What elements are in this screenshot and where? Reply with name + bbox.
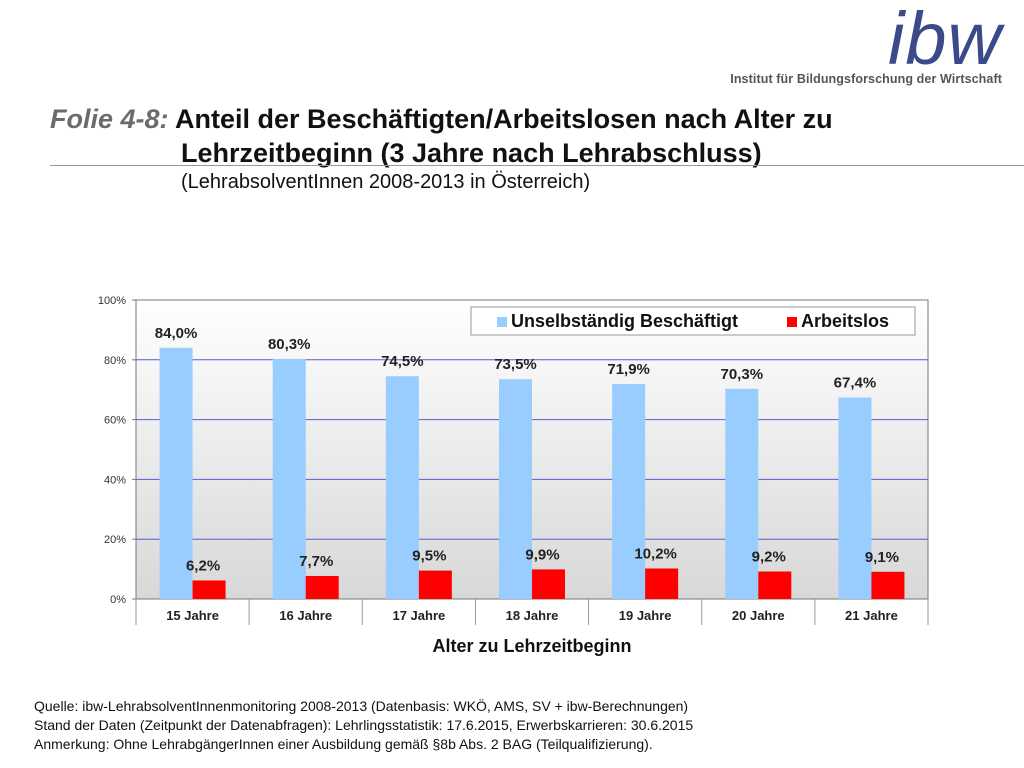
data-label-beschaeftigt: 67,4% bbox=[834, 374, 877, 391]
y-tick-label: 60% bbox=[104, 415, 126, 427]
legend-swatch-beschaeftigt bbox=[497, 317, 507, 327]
logo-subtitle: Institut für Bildungsforschung der Wirts… bbox=[730, 72, 1002, 86]
data-label-beschaeftigt: 80,3% bbox=[268, 336, 311, 353]
bar-beschaeftigt bbox=[272, 358, 306, 599]
y-tick-label: 100% bbox=[98, 295, 126, 307]
legend-label-arbeitslos: Arbeitslos bbox=[801, 311, 889, 331]
y-tick-label: 80% bbox=[104, 355, 126, 367]
bar-beschaeftigt bbox=[725, 388, 759, 599]
title-divider bbox=[50, 165, 1024, 166]
title-line-2: Lehrzeitbeginn (3 Jahre nach Lehrabschlu… bbox=[181, 138, 762, 168]
bar-arbeitslos bbox=[645, 568, 679, 599]
data-label-beschaeftigt: 70,3% bbox=[721, 366, 764, 383]
x-tick-label: 20 Jahre bbox=[732, 608, 785, 623]
data-date-line: Stand der Daten (Zeitpunkt der Datenabfr… bbox=[34, 717, 694, 733]
bar-arbeitslos bbox=[305, 575, 339, 599]
bar-arbeitslos bbox=[418, 570, 452, 599]
bar-beschaeftigt bbox=[499, 379, 532, 599]
bar-arbeitslos bbox=[758, 571, 792, 599]
data-label-arbeitslos: 9,5% bbox=[412, 548, 446, 565]
title-line-1: Anteil der Beschäftigten/Arbeitslosen na… bbox=[175, 104, 833, 134]
legend-label-beschaeftigt: Unselbständig Beschäftigt bbox=[511, 311, 738, 331]
logo-wordmark: ibw bbox=[887, 0, 1002, 80]
data-label-arbeitslos: 10,2% bbox=[634, 546, 677, 563]
data-label-beschaeftigt: 84,0% bbox=[155, 325, 198, 342]
source-line: Quelle: ibw-LehrabsolventInnenmonitoring… bbox=[34, 698, 689, 714]
legend-box bbox=[470, 306, 916, 336]
source-notes: Quelle: ibw-LehrabsolventInnenmonitoring… bbox=[34, 697, 693, 754]
data-label-beschaeftigt: 73,5% bbox=[494, 356, 537, 373]
data-label-beschaeftigt: 71,9% bbox=[607, 361, 650, 378]
bar-arbeitslos bbox=[871, 571, 905, 599]
data-label-arbeitslos: 9,9% bbox=[525, 546, 559, 563]
x-axis-title: Alter zu Lehrzeitbeginn bbox=[432, 636, 631, 656]
x-tick-label: 19 Jahre bbox=[619, 608, 672, 623]
title-prefix: Folie 4-8: bbox=[50, 104, 169, 134]
data-label-arbeitslos: 9,1% bbox=[865, 549, 899, 566]
y-tick-label: 40% bbox=[104, 474, 126, 486]
data-label-beschaeftigt: 74,5% bbox=[381, 353, 424, 370]
slide-title: Folie 4-8: Anteil der Beschäftigten/Arbe… bbox=[50, 102, 1000, 170]
bar-beschaeftigt bbox=[159, 347, 193, 599]
y-tick-label: 20% bbox=[104, 534, 126, 546]
slide-subtitle: (LehrabsolventInnen 2008-2013 in Österre… bbox=[181, 171, 591, 193]
data-label-arbeitslos: 9,2% bbox=[752, 548, 786, 565]
x-tick-label: 15 Jahre bbox=[166, 608, 219, 623]
bar-beschaeftigt bbox=[838, 397, 872, 599]
bar-beschaeftigt bbox=[612, 384, 646, 599]
remark-line: Anmerkung: Ohne LehrabgängerInnen einer … bbox=[34, 736, 653, 752]
bar-arbeitslos bbox=[192, 580, 226, 599]
x-tick-label: 21 Jahre bbox=[845, 608, 898, 623]
bar-arbeitslos bbox=[532, 569, 565, 599]
legend-swatch-arbeitslos bbox=[787, 317, 797, 327]
x-tick-label: 16 Jahre bbox=[279, 608, 332, 623]
x-tick-label: 18 Jahre bbox=[506, 608, 559, 623]
x-tick-label: 17 Jahre bbox=[392, 608, 445, 623]
data-label-arbeitslos: 7,7% bbox=[299, 553, 333, 570]
y-tick-label: 0% bbox=[110, 594, 126, 606]
data-label-arbeitslos: 6,2% bbox=[186, 557, 220, 574]
bar-beschaeftigt bbox=[385, 376, 419, 599]
